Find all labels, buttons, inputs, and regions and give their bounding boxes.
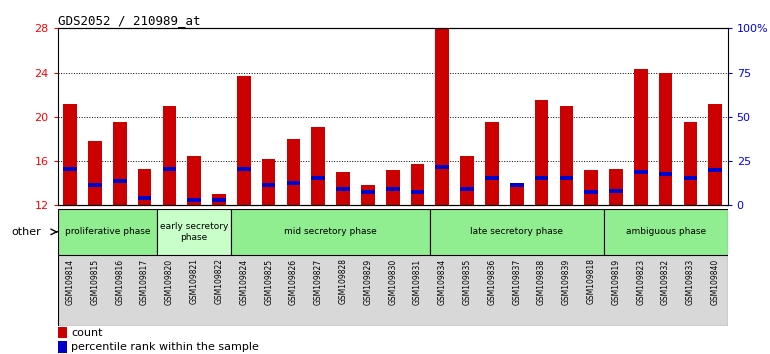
Bar <box>336 187 350 191</box>
Text: GSM109829: GSM109829 <box>363 258 373 304</box>
Text: GSM109815: GSM109815 <box>90 258 99 304</box>
Bar <box>659 172 672 176</box>
Bar <box>410 190 424 194</box>
Bar <box>460 155 474 205</box>
Text: GSM109827: GSM109827 <box>313 258 323 304</box>
Bar <box>88 183 102 187</box>
Bar <box>162 167 176 171</box>
Bar <box>58 209 157 255</box>
Bar <box>213 198 226 202</box>
Bar <box>237 76 251 205</box>
Bar <box>560 176 573 179</box>
Bar <box>708 104 722 205</box>
Text: GSM109823: GSM109823 <box>636 258 645 304</box>
Text: GSM109816: GSM109816 <box>116 258 124 304</box>
Text: GSM109825: GSM109825 <box>264 258 273 304</box>
Text: ambiguous phase: ambiguous phase <box>625 227 705 236</box>
Text: GSM109834: GSM109834 <box>438 258 447 305</box>
Text: mid secretory phase: mid secretory phase <box>284 227 377 236</box>
Bar <box>187 155 201 205</box>
Bar <box>436 28 449 205</box>
Bar <box>684 122 698 205</box>
Text: late secretory phase: late secretory phase <box>470 227 564 236</box>
Bar <box>510 183 524 205</box>
Bar <box>213 194 226 205</box>
Bar <box>262 183 276 187</box>
Bar <box>187 198 201 202</box>
Bar <box>58 327 68 338</box>
Bar <box>436 165 449 169</box>
Bar <box>386 170 400 205</box>
Bar <box>63 104 77 205</box>
Bar <box>634 69 648 205</box>
Bar <box>485 176 499 179</box>
Text: count: count <box>71 328 102 338</box>
Bar <box>162 106 176 205</box>
Text: proliferative phase: proliferative phase <box>65 227 150 236</box>
Bar <box>63 167 77 171</box>
Bar <box>485 122 499 205</box>
Bar <box>138 169 152 205</box>
Text: GSM109824: GSM109824 <box>239 258 249 304</box>
Text: GSM109833: GSM109833 <box>686 258 695 305</box>
Text: GSM109818: GSM109818 <box>587 258 596 304</box>
Bar <box>336 172 350 205</box>
Bar <box>361 190 375 194</box>
Text: early secretory
phase: early secretory phase <box>160 222 229 241</box>
Bar <box>88 141 102 205</box>
Bar <box>609 169 623 205</box>
Text: GSM109840: GSM109840 <box>711 258 720 305</box>
Text: GSM109826: GSM109826 <box>289 258 298 304</box>
Bar <box>286 139 300 205</box>
Bar <box>286 181 300 185</box>
Bar <box>311 176 325 179</box>
Bar <box>262 159 276 205</box>
Bar <box>534 100 548 205</box>
Bar <box>58 341 68 353</box>
Text: percentile rank within the sample: percentile rank within the sample <box>71 342 259 352</box>
Bar <box>659 73 672 205</box>
Text: GSM109835: GSM109835 <box>463 258 472 305</box>
Text: GSM109828: GSM109828 <box>339 258 347 304</box>
Bar <box>708 168 722 172</box>
Text: GSM109836: GSM109836 <box>487 258 497 305</box>
Bar <box>386 187 400 191</box>
Bar <box>232 209 430 255</box>
Bar <box>237 167 251 171</box>
Bar <box>584 190 598 194</box>
Bar <box>460 187 474 191</box>
Bar <box>609 189 623 193</box>
Bar <box>311 127 325 205</box>
Text: GSM109817: GSM109817 <box>140 258 149 304</box>
Text: GDS2052 / 210989_at: GDS2052 / 210989_at <box>58 14 200 27</box>
Text: GSM109819: GSM109819 <box>611 258 621 304</box>
Bar <box>684 176 698 179</box>
Bar <box>430 209 604 255</box>
Bar <box>634 170 648 174</box>
Text: GSM109821: GSM109821 <box>189 258 199 304</box>
Bar <box>113 179 126 183</box>
Text: GSM109830: GSM109830 <box>388 258 397 305</box>
Bar <box>584 170 598 205</box>
Text: GSM109820: GSM109820 <box>165 258 174 304</box>
Bar <box>138 196 152 200</box>
Text: GSM109837: GSM109837 <box>512 258 521 305</box>
Text: GSM109839: GSM109839 <box>562 258 571 305</box>
Bar <box>113 122 126 205</box>
Bar <box>604 209 728 255</box>
Bar <box>510 183 524 187</box>
Text: other: other <box>12 227 42 237</box>
Text: GSM109814: GSM109814 <box>65 258 75 304</box>
Text: GSM109838: GSM109838 <box>537 258 546 304</box>
Bar <box>157 209 232 255</box>
Bar <box>361 185 375 205</box>
Bar <box>534 176 548 179</box>
Bar <box>410 164 424 205</box>
Text: GSM109831: GSM109831 <box>413 258 422 304</box>
Bar <box>560 106 573 205</box>
Text: GSM109832: GSM109832 <box>661 258 670 304</box>
Text: GSM109822: GSM109822 <box>215 258 223 304</box>
